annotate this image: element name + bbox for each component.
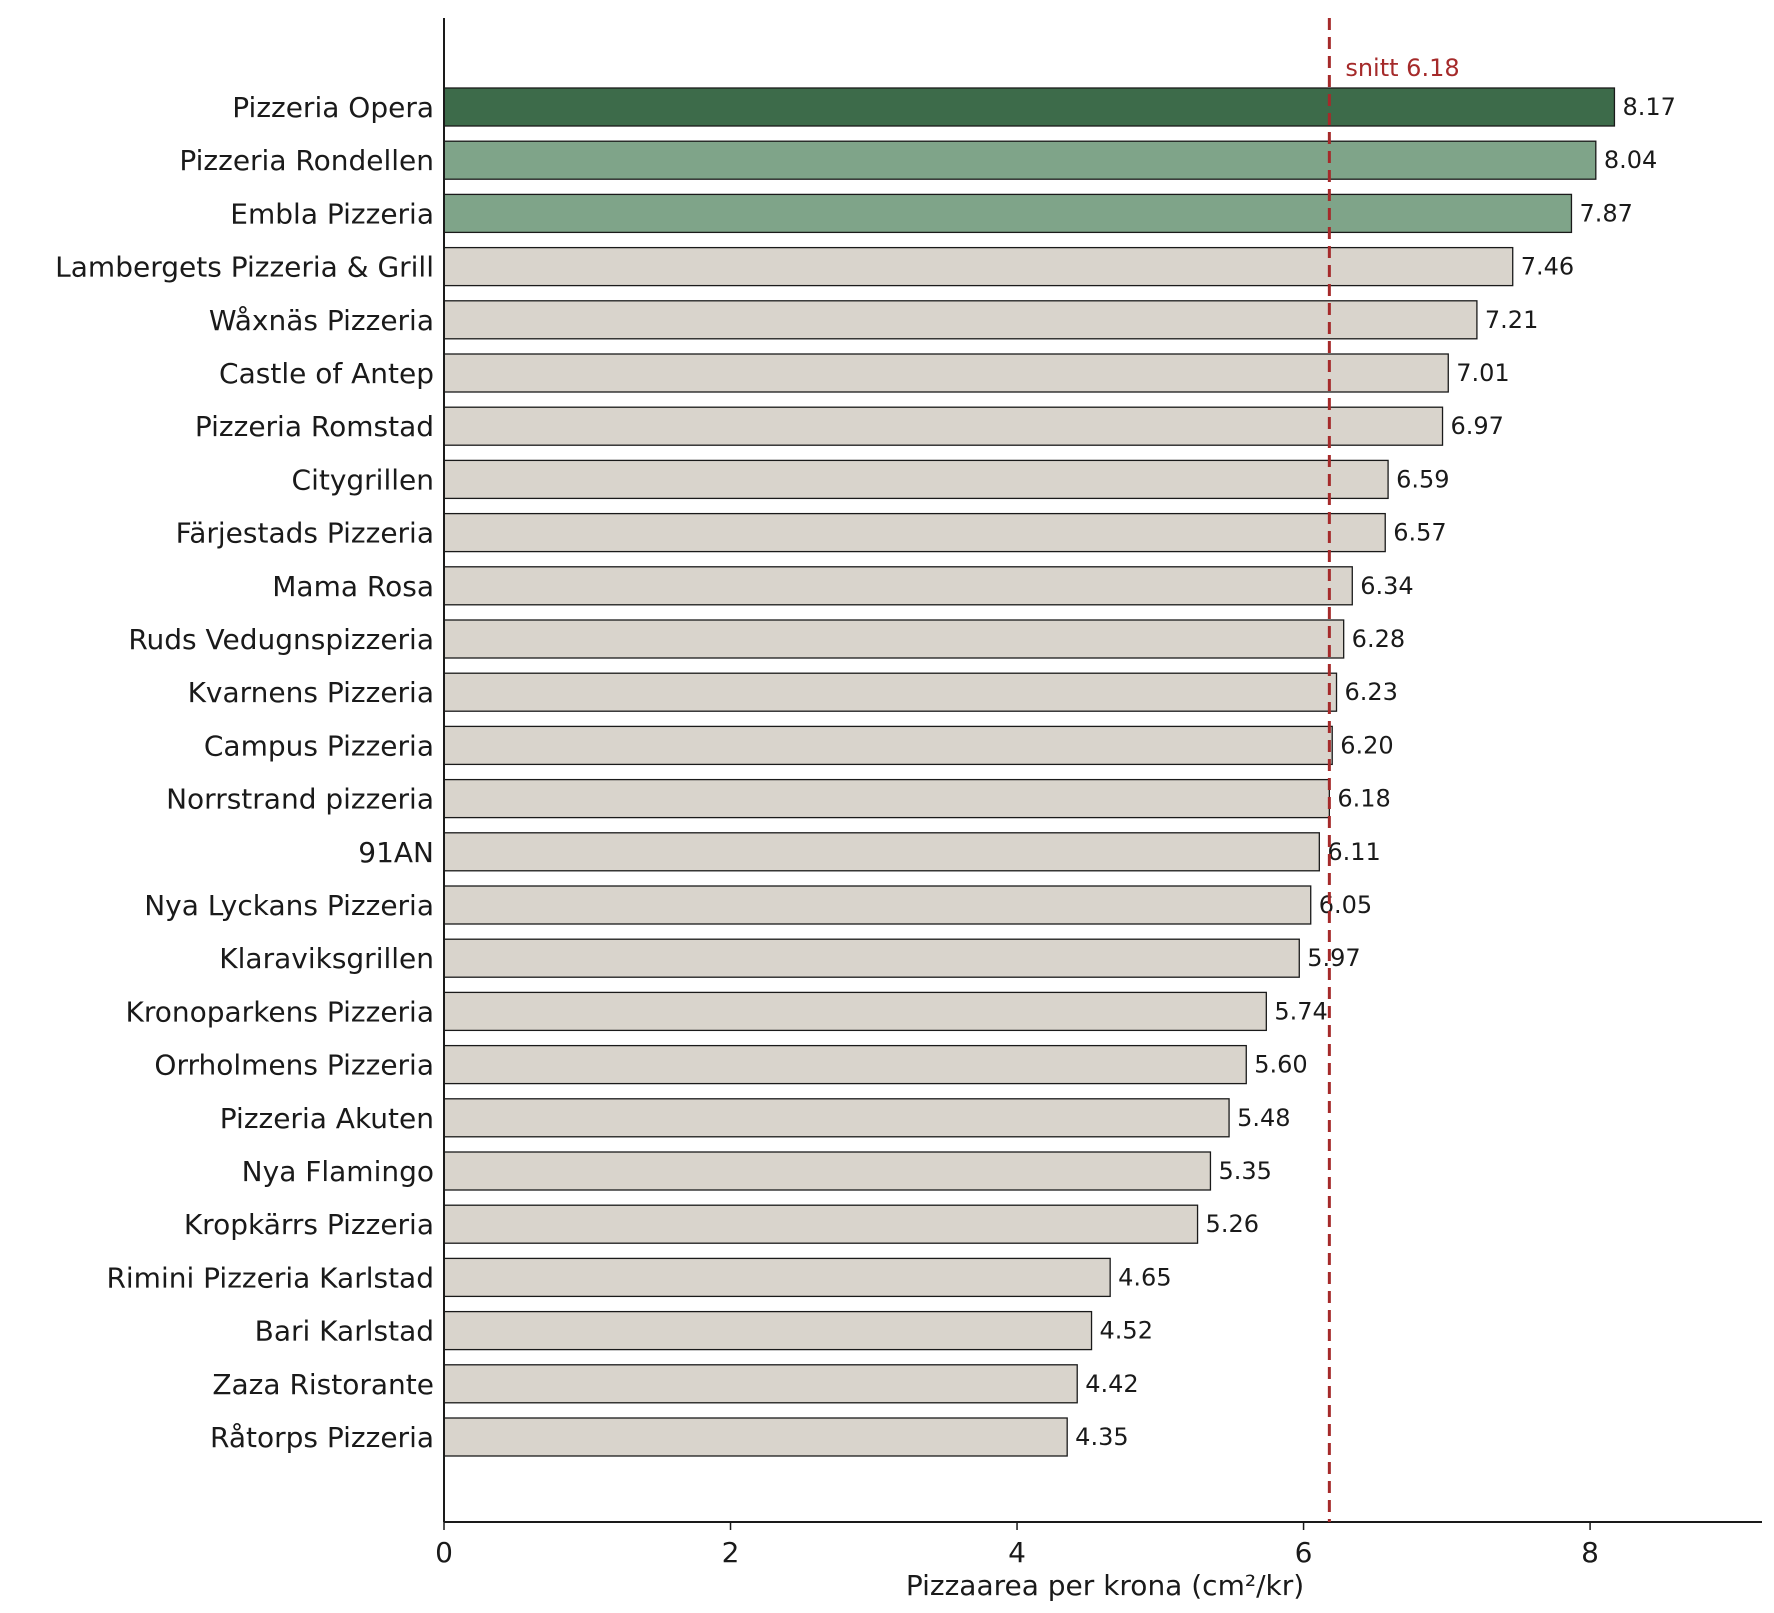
labels-layer: Pizzeria Opera 8.17 Pizzeria Rondellen 8.04…: [55, 91, 1676, 1454]
category-label: Ruds Vedugnspizzeria: [128, 623, 434, 656]
category-label: Wåxnäs Pizzeria: [209, 304, 434, 337]
category-label: Mama Rosa: [272, 570, 434, 603]
value-label: 4.65: [1118, 1263, 1171, 1291]
value-label: 4.35: [1075, 1423, 1128, 1451]
bar: [443, 619, 1345, 659]
category-label: Castle of Antep: [219, 357, 434, 390]
bar: [443, 1151, 1212, 1191]
bar: [443, 885, 1312, 925]
bar: [443, 1364, 1078, 1404]
bar: [443, 353, 1449, 393]
value-label: 8.04: [1604, 146, 1657, 174]
value-label: 6.28: [1352, 625, 1405, 653]
bar: [443, 406, 1444, 446]
bar: [443, 1098, 1230, 1138]
category-label: Campus Pizzeria: [204, 729, 434, 762]
bar: [443, 725, 1333, 766]
x-tick-label: 8: [1581, 1536, 1599, 1569]
value-label: 6.97: [1451, 412, 1504, 440]
value-label: 7.21: [1485, 306, 1538, 334]
value-label: 6.05: [1319, 891, 1372, 919]
category-label: Nya Flamingo: [242, 1155, 434, 1188]
bar: [443, 1417, 1068, 1457]
x-tick-label: 2: [722, 1536, 740, 1569]
category-label: Citygrillen: [292, 463, 434, 496]
category-label: Kropkärrs Pizzeria: [184, 1208, 434, 1241]
category-label: Kronoparkens Pizzeria: [125, 995, 434, 1028]
value-label: 5.60: [1254, 1051, 1307, 1079]
mean-reference-label: snitt 6.18: [1345, 54, 1459, 82]
bar: [443, 140, 1597, 180]
reference-layer: snitt 6.18: [1327, 18, 1460, 1522]
value-label: 8.17: [1622, 93, 1675, 121]
value-label: 6.18: [1337, 785, 1390, 813]
axes-layer: 0 2 4 6 8: [435, 18, 1762, 1569]
bar: [443, 459, 1389, 500]
x-tick-label: 6: [1295, 1536, 1313, 1569]
category-label: 91AN: [358, 836, 434, 869]
bar: [443, 991, 1267, 1032]
bar: [443, 246, 1514, 287]
category-label: Klaraviksgrillen: [219, 942, 434, 975]
bar: [443, 1257, 1111, 1298]
category-label: Orrholmens Pizzeria: [154, 1049, 434, 1082]
bars-layer: [443, 87, 1616, 1457]
value-label: 7.46: [1521, 253, 1574, 281]
category-label: Lambergets Pizzeria & Grill: [55, 251, 434, 284]
value-label: 5.97: [1307, 944, 1360, 972]
category-label: Rimini Pizzeria Karlstad: [106, 1261, 434, 1294]
bar: [443, 938, 1300, 978]
value-label: 5.35: [1218, 1157, 1271, 1185]
category-label: Pizzeria Rondellen: [179, 144, 434, 177]
bar: [443, 1044, 1247, 1085]
value-label: 6.59: [1396, 465, 1449, 493]
category-label: Råtorps Pizzeria: [210, 1421, 434, 1454]
value-label: 7.01: [1456, 359, 1509, 387]
category-label: Kvarnens Pizzeria: [188, 676, 434, 709]
value-label: 6.34: [1360, 572, 1413, 600]
bar: [443, 512, 1386, 553]
value-label: 6.11: [1327, 838, 1380, 866]
bar: [443, 566, 1353, 606]
value-label: 5.48: [1237, 1104, 1290, 1132]
value-label: 5.74: [1274, 997, 1327, 1025]
bar: [443, 193, 1573, 234]
value-label: 6.20: [1340, 731, 1393, 759]
value-label: 4.42: [1085, 1370, 1138, 1398]
bar: [443, 672, 1338, 712]
category-label: Bari Karlstad: [255, 1315, 434, 1348]
bar: [443, 87, 1616, 127]
bar: [443, 832, 1320, 872]
category-label: Zaza Ristorante: [212, 1368, 434, 1401]
category-label: Norrstrand pizzeria: [166, 783, 434, 816]
bar: [443, 300, 1478, 340]
category-label: Pizzeria Romstad: [195, 410, 434, 443]
category-label: Nya Lyckans Pizzeria: [144, 889, 434, 922]
category-label: Pizzeria Akuten: [220, 1102, 434, 1135]
value-label: 6.23: [1345, 678, 1398, 706]
bar: [443, 778, 1331, 819]
category-label: Färjestads Pizzeria: [176, 517, 434, 550]
category-label: Embla Pizzeria: [230, 197, 434, 230]
value-label: 4.52: [1100, 1317, 1153, 1345]
x-tick-label: 4: [1008, 1536, 1026, 1569]
category-label: Pizzeria Opera: [232, 91, 434, 124]
value-label: 6.57: [1393, 519, 1446, 547]
bar: [443, 1204, 1199, 1244]
bar: [443, 1310, 1093, 1351]
x-tick-label: 0: [435, 1536, 453, 1569]
x-axis-title: Pizzaarea per krona (cm²/kr): [906, 1569, 1304, 1602]
value-label: 7.87: [1579, 199, 1632, 227]
value-label: 5.26: [1206, 1210, 1259, 1238]
